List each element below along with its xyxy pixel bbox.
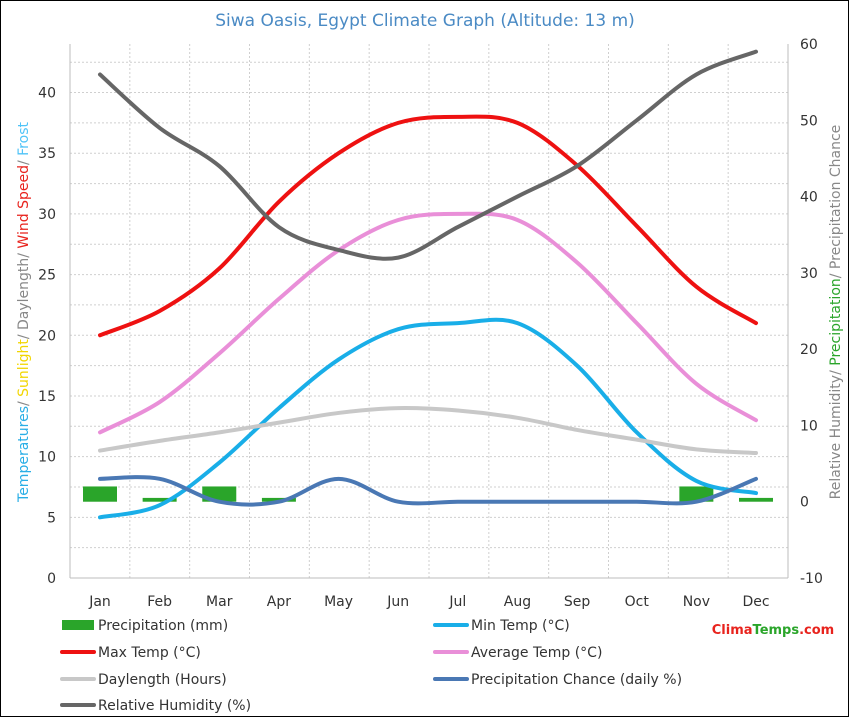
legend-item: Precipitation Chance (daily %): [433, 672, 682, 688]
left-axis-label-part: Wind Speed: [16, 165, 32, 249]
line-daylength-hours: [98, 406, 758, 455]
legend-item: Precipitation (mm): [62, 618, 228, 634]
legend-swatch: [62, 620, 94, 630]
line-average-temp-c: [98, 211, 758, 435]
x-axis-ticks: Jan Feb Mar Apr May Jun Jul Aug Sep Oct Nov Dec: [88, 594, 769, 610]
right-tick-label: 60: [800, 37, 818, 53]
right-tick-label: -10: [800, 571, 823, 587]
left-tick-label: 40: [38, 86, 56, 102]
right-axis-label-part: /: [828, 366, 844, 375]
bar-precipitation-mm: [142, 497, 177, 502]
chart-title: Siwa Oasis, Egypt Climate Graph (Altitud…: [215, 11, 635, 31]
right-tick-label: 10: [800, 418, 818, 434]
legend-label: Precipitation Chance (daily %): [471, 672, 682, 688]
x-tick-label: Jun: [386, 594, 409, 610]
left-axis-label-part: Frost: [16, 122, 32, 156]
legend-item: Relative Humidity (%): [60, 698, 251, 714]
legend-label: Average Temp (°C): [471, 645, 602, 661]
left-tick-label: 30: [38, 207, 56, 223]
right-tick-label: 20: [800, 342, 818, 358]
x-tick-label: Nov: [683, 594, 710, 610]
x-tick-label: Dec: [742, 594, 769, 610]
bar-precipitation-mm: [83, 486, 117, 502]
x-tick-label: May: [324, 594, 353, 610]
right-axis-label: Relative Humidity/ Precipitation/ Precip…: [828, 125, 844, 500]
climatemps-watermark: ClimaTemps.com: [712, 623, 834, 638]
left-axis-label-part: / Daylength: [16, 258, 32, 339]
left-tick-label: 0: [47, 571, 56, 587]
right-tick-label: 30: [800, 266, 818, 282]
legend-label: Daylength (Hours): [98, 672, 227, 688]
left-tick-label: 25: [38, 268, 56, 284]
x-tick-label: Sep: [564, 594, 591, 610]
x-tick-label: Jul: [448, 594, 466, 610]
legend-label: Max Temp (°C): [98, 645, 201, 661]
left-tick-label: 20: [38, 328, 56, 344]
left-axis-label-part: Temperatures: [16, 406, 32, 503]
series-lines: [98, 49, 758, 520]
line-max-temp-c: [98, 114, 758, 338]
legend-item: Max Temp (°C): [60, 645, 201, 661]
watermark-part: .com: [799, 623, 834, 638]
left-tick-label: 5: [47, 510, 56, 526]
watermark-part: Temps: [753, 623, 800, 638]
right-axis-ticks: -10 0 10 20 30 40 50 60: [800, 37, 823, 587]
left-axis-ticks: 0 5 10 15 20 25 30 35 40: [38, 86, 56, 587]
left-axis-label-part: /: [16, 397, 32, 406]
x-tick-label: Aug: [504, 594, 531, 610]
x-tick-label: Feb: [147, 594, 172, 610]
right-axis-label-part: / Precipitation Chance: [828, 125, 844, 279]
left-axis-label: Temperatures/ Sunlight/ Daylength/ Wind …: [16, 122, 32, 503]
legend: Precipitation (mm) Min Temp (°C) Max Temp …: [60, 618, 682, 714]
left-axis-label-part: Sunlight: [16, 339, 32, 397]
left-axis-label-part: /: [16, 156, 32, 165]
watermark-part: Clima: [712, 623, 753, 638]
line-relative-humidity: [98, 49, 758, 261]
legend-item: Average Temp (°C): [433, 645, 602, 661]
x-tick-label: Apr: [267, 594, 291, 610]
line-min-temp-c: [98, 317, 758, 520]
bar-precipitation-mm: [739, 497, 773, 502]
legend-item: Min Temp (°C): [433, 618, 570, 634]
right-tick-label: 0: [800, 495, 809, 511]
right-tick-label: 50: [800, 113, 818, 129]
x-tick-label: Oct: [625, 594, 650, 610]
left-axis-label-part: /: [16, 249, 32, 258]
legend-item: Daylength (Hours): [60, 672, 227, 688]
x-tick-label: Mar: [206, 594, 233, 610]
legend-label: Min Temp (°C): [471, 618, 570, 634]
left-tick-label: 15: [38, 389, 56, 405]
right-axis-label-part: Precipitation: [828, 278, 844, 366]
legend-label: Precipitation (mm): [98, 618, 228, 634]
left-tick-label: 35: [38, 146, 56, 162]
x-tick-label: Jan: [88, 594, 111, 610]
left-tick-label: 10: [38, 450, 56, 466]
right-axis-label-part: Relative Humidity: [828, 375, 844, 499]
line-precipitation-chance-daily: [98, 475, 758, 507]
right-tick-label: 40: [800, 190, 818, 206]
legend-label: Relative Humidity (%): [98, 698, 251, 714]
